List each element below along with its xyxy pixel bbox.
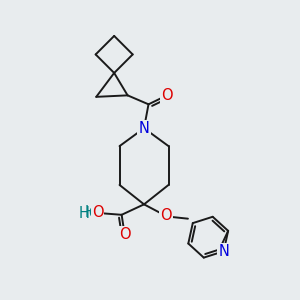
Text: N: N [218, 244, 229, 259]
Text: O: O [92, 205, 103, 220]
Text: O: O [161, 88, 173, 103]
Text: O: O [160, 208, 172, 223]
Text: H: H [84, 205, 95, 220]
Text: N: N [139, 121, 149, 136]
Text: HO: HO [78, 206, 101, 221]
Text: O: O [119, 227, 130, 242]
Text: H: H [90, 206, 101, 221]
